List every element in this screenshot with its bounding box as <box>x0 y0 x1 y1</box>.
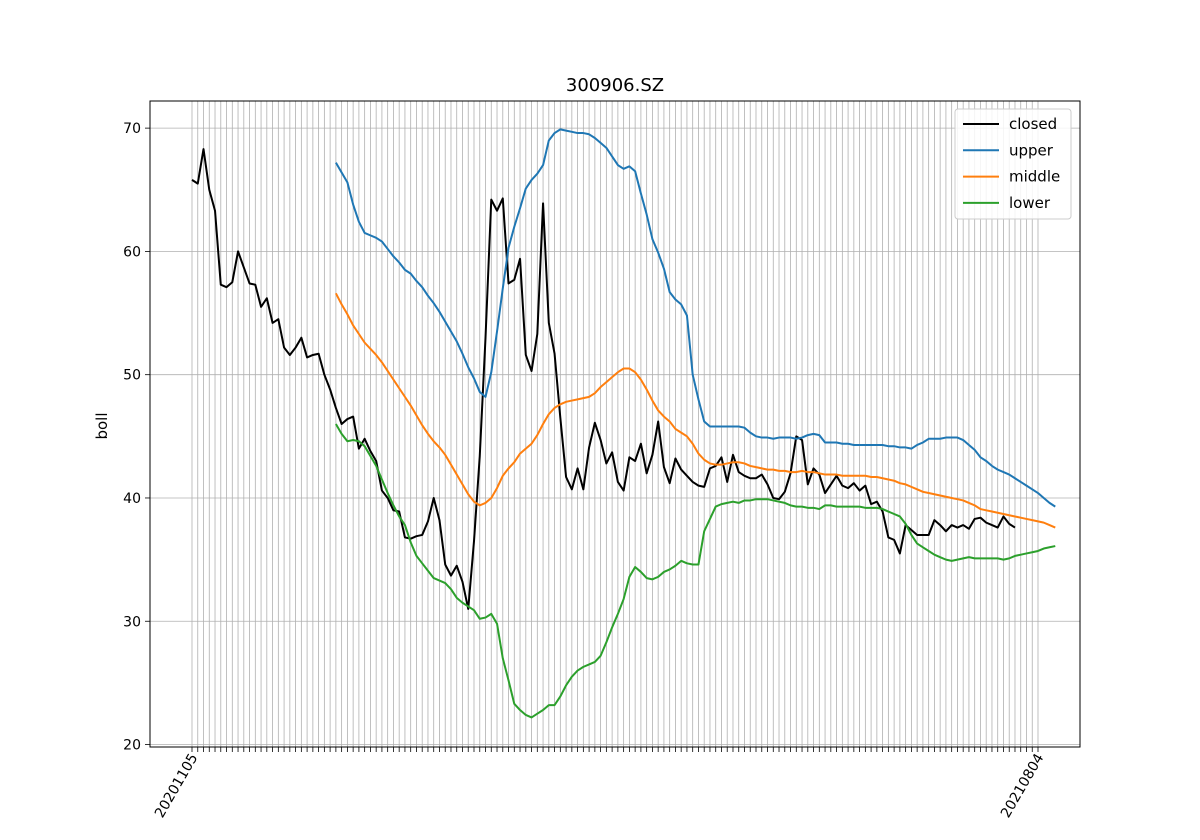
series-line-closed <box>191 148 1016 610</box>
legend-label-lower: lower <box>1009 194 1051 212</box>
series-layer <box>191 128 1056 719</box>
y-axis-label: boll <box>93 412 111 439</box>
y-tick-label: 20 <box>123 738 141 754</box>
plot-frame <box>149 100 1081 748</box>
y-axis: 20 30 40 50 60 70 <box>123 121 150 754</box>
y-tick-label: 60 <box>123 244 141 260</box>
grid <box>150 101 1080 747</box>
series-line-upper <box>335 128 1056 508</box>
y-tick-label: 70 <box>123 121 141 137</box>
series-line-middle <box>334 292 1056 529</box>
legend-box <box>954 108 1072 220</box>
y-tick-label: 50 <box>123 368 141 384</box>
legend-label-middle: middle <box>1009 168 1060 186</box>
series-line-lower <box>335 423 1056 719</box>
legend-label-upper: upper <box>1009 141 1054 159</box>
y-tick-label: 40 <box>123 491 141 507</box>
legend: closed upper middle lower <box>954 108 1072 220</box>
chart-title: 300906.SZ <box>566 75 664 96</box>
y-tick-label: 30 <box>123 614 141 630</box>
legend-label-closed: closed <box>1009 115 1057 133</box>
